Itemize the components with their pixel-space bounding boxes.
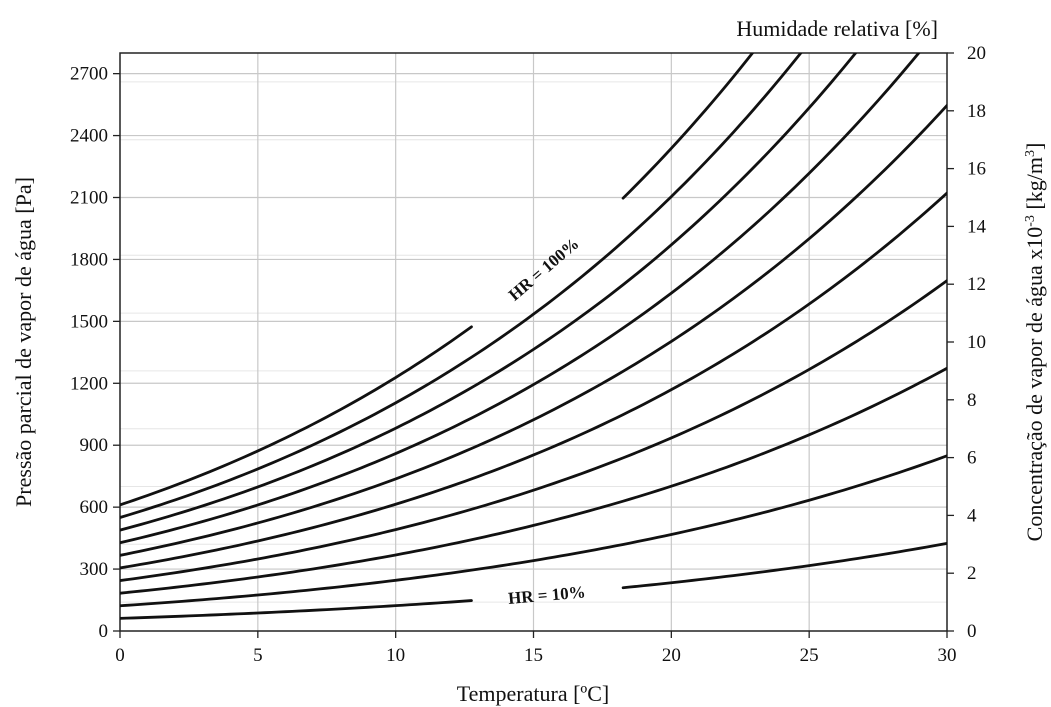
x-axis-title: Temperatura [ºC] [457,681,610,706]
rh-curve-70 [120,53,921,545]
annotation-hr-10: HR = 10% [507,582,586,608]
rh-curve-60 [120,104,947,557]
x-tick-label: 10 [386,645,405,666]
axis-ticks [113,52,954,638]
y-tick-label: 2100 [70,188,108,209]
annotation-hr-100: HR = 100% [505,234,583,305]
y2-axis-title-close: ] [1022,143,1047,150]
humidity-curves [120,53,947,620]
y-axis-title: Pressão parcial de vapor de água [Pa] [11,177,36,507]
y2-tick-label: 6 [967,448,977,469]
y2-tick-label: 14 [967,216,987,237]
y2-tick-label: 0 [967,621,977,642]
rh-curve-10 [120,599,473,620]
x-tick-label: 25 [800,645,819,666]
y-tick-label: 1800 [70,249,108,270]
x-tick-label: 15 [524,645,543,666]
y-tick-label: 1500 [70,311,108,332]
x-tick-label: 0 [115,645,125,666]
y2-tick-label: 8 [967,390,977,411]
rh-curve-30 [120,366,947,595]
y2-tick-label: 2 [967,563,977,584]
x-tick-label: 30 [938,645,957,666]
rh-curve-100 [621,53,755,200]
rh-curve-10 [621,542,947,590]
rh-curve-100 [120,325,473,507]
y2-axis-title-exp2: 3 [1023,150,1038,157]
y-tick-label: 2700 [70,64,108,85]
rh-curve-40 [120,279,947,582]
y2-tick-label: 12 [967,274,986,295]
y-tick-label: 900 [80,435,109,456]
rh-curve-90 [120,53,803,519]
y-tick-label: 0 [99,621,109,642]
curve-annotations: HR = 100% HR = 10% [505,234,587,608]
rh-curve-80 [120,53,858,532]
y2-tick-label: 18 [967,101,986,122]
y2-axis-title-main: Concentração de vapor de água x10 [1022,227,1047,542]
y2-axis-title-exp1: -3 [1023,215,1038,227]
y-tick-label: 300 [80,559,109,580]
y2-tick-label: 16 [967,159,986,180]
y-tick-label: 2400 [70,126,108,147]
y2-tick-label: 10 [967,332,986,353]
tick-labels: 0300600900120015001800210024002700024681… [70,43,987,666]
y-tick-label: 1200 [70,373,108,394]
y2-axis-title-unit: [kg/m [1022,157,1047,215]
x-tick-label: 20 [662,645,681,666]
y2-tick-label: 4 [967,505,977,526]
y2-tick-label: 20 [967,43,986,64]
y2-axis-title: Concentração de vapor de água x10-3 [kg/… [1022,143,1047,542]
rh-curve-50 [120,191,947,570]
rh-curve-20 [120,454,947,608]
top-right-title: Humidade relativa [%] [736,16,938,41]
x-tick-label: 5 [253,645,263,666]
y-tick-label: 600 [80,497,109,518]
